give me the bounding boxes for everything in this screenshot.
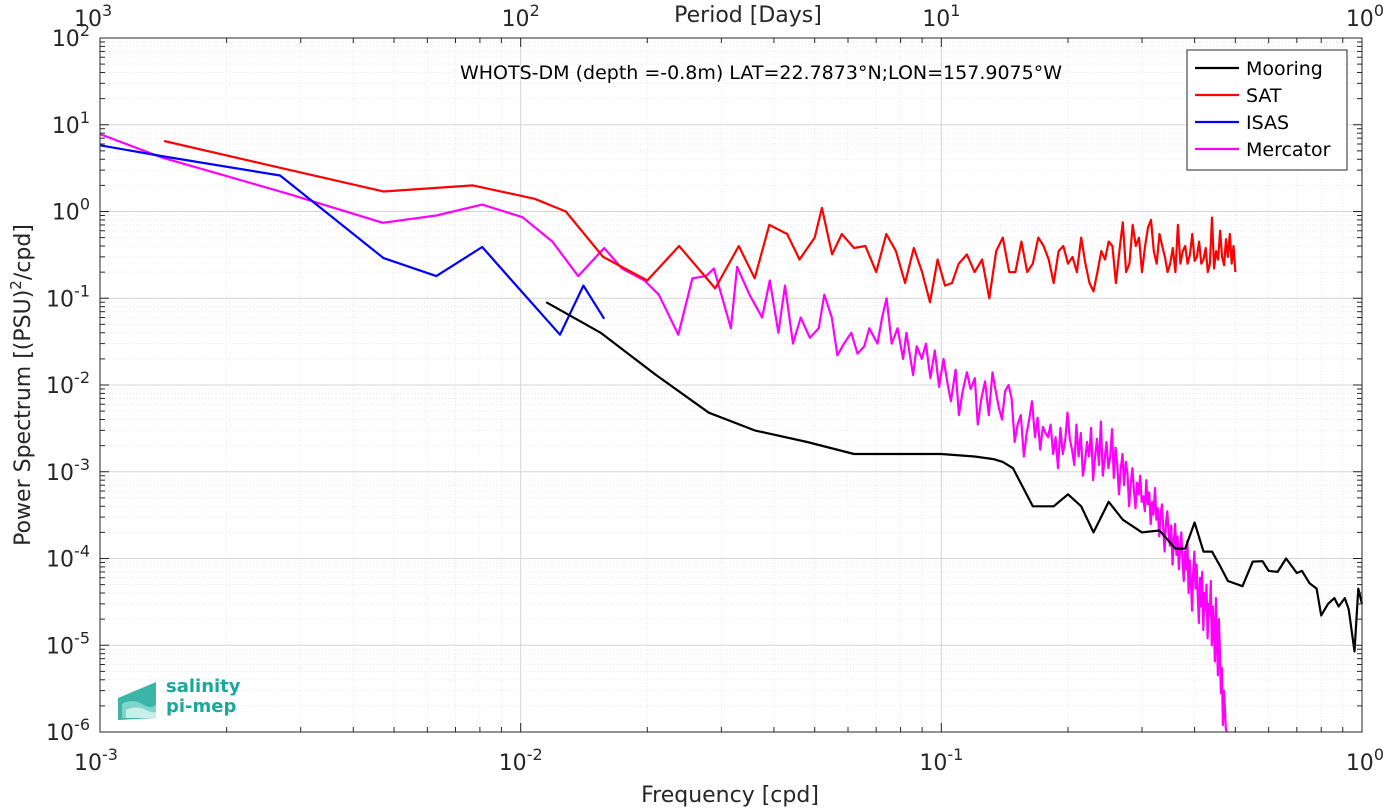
x-tick-label-exp: -3 (102, 745, 118, 764)
legend-label: ISAS (1246, 112, 1289, 134)
y-tick-label-exp: -6 (74, 715, 90, 734)
logo-mark-wave-2 (126, 707, 156, 718)
x-axis-label: Frequency [cpd] (641, 783, 819, 808)
y-tick-label-exp: -4 (74, 542, 90, 561)
chart-title: WHOTS-DM (depth =-0.8m) LAT=22.7873°N;LO… (460, 62, 1062, 84)
y-axis-label-base: Power Spectrum [(PSU) (11, 290, 36, 546)
salinity-pi-mep-logo: salinity pi-mep (118, 676, 241, 720)
top-tick-label-base: 10 (1346, 7, 1374, 32)
top-tick-label-exp: 3 (102, 1, 112, 20)
x-tick-label-exp: -2 (527, 745, 543, 764)
y-tick-label-exp: 1 (80, 108, 90, 127)
y-axis-label-tail: /cpd] (11, 224, 36, 280)
top-tick-label: 100 (1346, 1, 1383, 32)
y-tick-label: 10-3 (46, 455, 90, 486)
y-axis-label-exp: 2 (7, 280, 25, 290)
y-axis-label: Power Spectrum [(PSU)2/cpd] (7, 224, 36, 546)
y-tick-label: 10-4 (46, 542, 90, 573)
y-tick-label-base: 10 (46, 374, 74, 399)
y-tick-label-base: 10 (52, 27, 80, 52)
y-tick-label-base: 10 (46, 721, 74, 746)
grid-major (99, 37, 1363, 733)
y-tick-label: 101 (52, 108, 90, 139)
y-tick-label-exp: -2 (74, 368, 90, 387)
series-line-isas (99, 144, 606, 336)
legend-label: Mercator (1246, 139, 1331, 161)
x-tick-label-base: 10 (74, 751, 102, 776)
legend-label: SAT (1246, 85, 1282, 107)
x-tick-label: 10-2 (499, 745, 543, 776)
top-axis-label: Period [Days] (674, 3, 822, 28)
top-tick-label: 103 (74, 1, 112, 32)
y-tick-label-base: 10 (52, 201, 80, 226)
top-tick-label: 102 (502, 1, 540, 32)
top-tick-label-exp: 2 (530, 1, 540, 20)
logo-line-2: pi-mep (166, 696, 236, 717)
top-tick-label-base: 10 (922, 7, 950, 32)
top-tick-label-base: 10 (502, 7, 530, 32)
y-tick-label: 102 (52, 21, 90, 52)
x-tick-label: 10-1 (919, 745, 963, 776)
y-tick-label-exp: -1 (74, 281, 90, 300)
logo-line-1: salinity (166, 676, 241, 697)
legend: Mooring SAT ISAS Mercator (1186, 49, 1348, 171)
series-line-sat (163, 139, 1237, 304)
y-tick-label: 10-6 (46, 715, 90, 746)
y-tick-label-base: 10 (52, 114, 80, 139)
x-tick-label-base: 10 (1346, 751, 1374, 776)
y-tick-label-exp: -5 (74, 628, 90, 647)
series-line-mooring (545, 301, 1364, 653)
top-tick-label-exp: 0 (1374, 1, 1383, 20)
legend-label: Mooring (1246, 58, 1323, 80)
series-lines (99, 133, 1364, 733)
y-tick-label-exp: 2 (80, 21, 90, 40)
top-tick-label: 101 (922, 1, 960, 32)
tick-marks (99, 37, 1363, 733)
y-tick-label: 100 (52, 195, 90, 226)
x-tick-label-exp: -1 (947, 745, 963, 764)
x-tick-label-base: 10 (499, 751, 527, 776)
top-tick-label-base: 10 (74, 7, 102, 32)
x-tick-label-exp: 0 (1374, 745, 1383, 764)
series-line-mercator (99, 133, 1228, 733)
x-tick-label: 100 (1346, 745, 1383, 776)
y-tick-label-base: 10 (46, 634, 74, 659)
y-tick-label: 10-2 (46, 368, 90, 399)
y-tick-label-base: 10 (46, 287, 74, 312)
y-tick-label: 10-1 (46, 281, 90, 312)
y-tick-label-base: 10 (46, 461, 74, 486)
top-tick-label-exp: 1 (950, 1, 960, 20)
x-tick-label: 10-3 (74, 745, 118, 776)
y-tick-label-base: 10 (46, 548, 74, 573)
y-tick-label: 10-5 (46, 628, 90, 659)
y-tick-label-exp: 0 (80, 195, 90, 214)
x-tick-label-base: 10 (919, 751, 947, 776)
y-tick-label-exp: -3 (74, 455, 90, 474)
